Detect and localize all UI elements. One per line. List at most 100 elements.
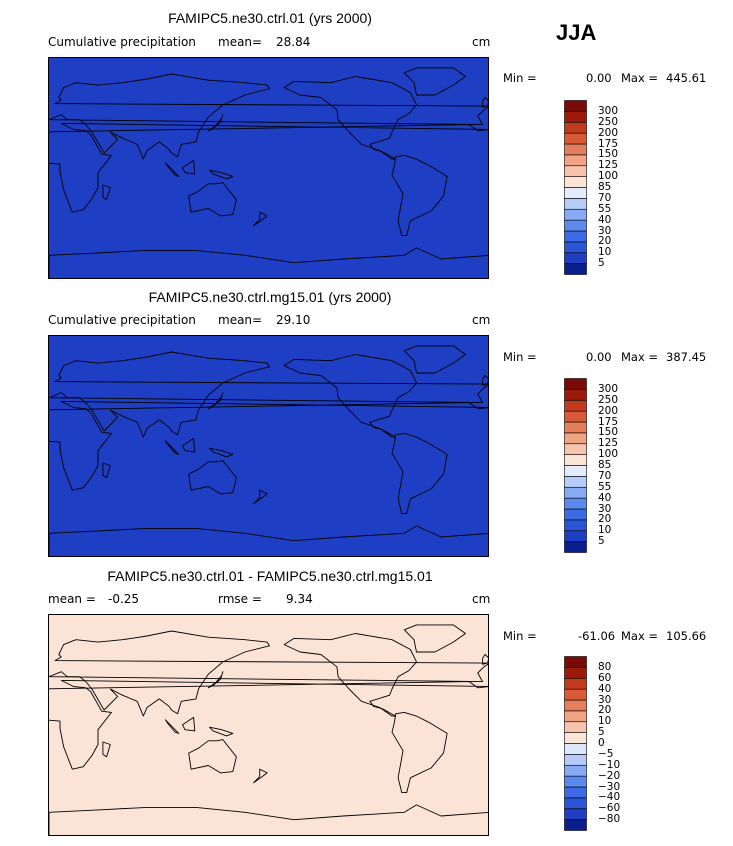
colorbar-box (564, 541, 587, 553)
field-background (49, 336, 488, 556)
colorbar-tick-label: 40 (598, 213, 612, 226)
colorbar-box (564, 208, 587, 221)
coastline (207, 392, 224, 410)
coastline (49, 804, 488, 835)
colorbar-tick-label: 150 (598, 148, 619, 161)
colorbar-tick-label: 10 (598, 246, 612, 259)
colorbar-box (564, 486, 587, 499)
colorbar-box (564, 656, 587, 668)
colorbar-tick-label: 125 (598, 159, 619, 172)
panel-3-colorbar: −80 −60 −40 −30 −20 −10 −5 0 5 10 20 30 40 60 80 (564, 656, 620, 831)
colorbar-tick-label: 175 (598, 137, 619, 150)
panel-1-max-label: Max = (621, 71, 659, 85)
colorbar-box (564, 154, 587, 167)
coastline (102, 184, 111, 201)
colorbar-tick-label: 85 (598, 459, 612, 471)
colorbar-box (564, 198, 587, 210)
panel-2-map-canvas (49, 336, 488, 556)
panel-3-min-value: -61.06 (578, 629, 616, 643)
colorbar-tick-label: −5 (598, 747, 614, 760)
colorbar-box (564, 519, 587, 532)
coastline (391, 711, 448, 794)
field-background (49, 58, 488, 278)
coastline (102, 741, 111, 758)
colorbar-box (564, 143, 587, 156)
coastline (182, 437, 196, 453)
colorbar-box (564, 111, 587, 123)
colorbar-tick-label: −80 (598, 813, 621, 826)
colorbar-box (564, 241, 587, 254)
colorbar-tick-label: 5 (598, 257, 605, 270)
colorbar-box (564, 808, 587, 820)
panel-3-mean-label: mean = (48, 592, 96, 606)
colorbar-box (564, 465, 587, 477)
panel-1-mean-label: mean= (218, 35, 263, 49)
coastline (403, 624, 466, 653)
panel-3-mean-value: -0.25 (108, 592, 140, 606)
coastline (164, 719, 180, 734)
colorbar-box (564, 677, 587, 690)
panel-1-variable-label: Cumulative precipitation (48, 35, 196, 49)
panel-1-min-value: 0.00 (586, 71, 612, 85)
coastline (283, 354, 417, 438)
colorbar-tick-label: 40 (598, 682, 612, 695)
colorbar-tick-label: 150 (598, 426, 619, 439)
colorbar-box (564, 754, 587, 766)
colorbar-tick-label: 60 (598, 671, 612, 684)
colorbar-box (564, 389, 587, 401)
colorbar-tick-label: 250 (598, 393, 619, 406)
colorbar-tick-label: −40 (598, 791, 621, 804)
coastline (209, 726, 234, 737)
coastline (49, 247, 488, 278)
coastline (188, 460, 237, 495)
colorbar-box (564, 699, 587, 712)
field-background (49, 615, 488, 835)
panel-3-map (48, 614, 489, 836)
panel-2-min-value: 0.00 (586, 350, 612, 364)
coastline (164, 440, 180, 455)
panel-1-mean-value: 28.84 (276, 35, 311, 49)
colorbar-box (564, 497, 587, 510)
panel-2-max-label: Max = (621, 350, 659, 364)
coastline (49, 400, 488, 491)
coastline (283, 633, 417, 717)
coastline (253, 489, 268, 505)
panel-3-title: FAMIPC5.ne30.ctrl.01 - FAMIPC5.ne30.ctrl… (107, 568, 433, 584)
coastline (164, 162, 180, 177)
panel-1-colorbar: 5 10 20 30 40 55 70 85 100 125 150 175 200 250 300 (564, 100, 618, 275)
colorbar-box (564, 476, 587, 488)
coastline (209, 169, 234, 180)
colorbar-tick-label: 30 (598, 502, 612, 515)
colorbar-tick-label: 20 (598, 235, 612, 248)
coastline (482, 97, 488, 108)
colorbar-tick-label: 200 (598, 404, 619, 417)
colorbar-box (564, 410, 587, 423)
panel-2-variable-label: Cumulative precipitation (48, 313, 196, 327)
colorbar-tick-label: 70 (598, 469, 612, 482)
colorbar-tick-label: 200 (598, 126, 619, 139)
panel-1-map-canvas (49, 58, 488, 278)
coastline (253, 768, 268, 784)
colorbar-tick-label: 5 (598, 535, 605, 548)
colorbar-tick-label: −60 (598, 802, 621, 815)
colorbar-box (564, 732, 587, 744)
season-label: JJA (556, 20, 597, 45)
panel-2-max-value: 387.45 (666, 350, 707, 364)
panel-3-map-canvas (49, 615, 488, 835)
colorbar-box (564, 786, 587, 799)
panel-2-min-label: Min = (503, 350, 537, 364)
coastline (49, 630, 488, 717)
colorbar-tick-label: 55 (598, 202, 612, 215)
panel-2-colorbar: 5 10 20 30 40 55 70 85 100 125 150 175 200 250 300 (564, 378, 618, 553)
panel-1-max-value: 445.61 (666, 71, 707, 85)
colorbar-box (564, 219, 587, 232)
panel-2-units: cm (472, 313, 491, 327)
colorbar-box (564, 378, 587, 390)
colorbar-box (564, 688, 587, 701)
coastline (49, 122, 488, 213)
colorbar-box (564, 230, 587, 243)
colorbar-boxes (564, 100, 587, 275)
colorbar-tick-label: 20 (598, 513, 612, 526)
panel-1-title: FAMIPC5.ne30.ctrl.01 (yrs 2000) (168, 10, 372, 26)
colorbar-boxes (564, 378, 587, 553)
